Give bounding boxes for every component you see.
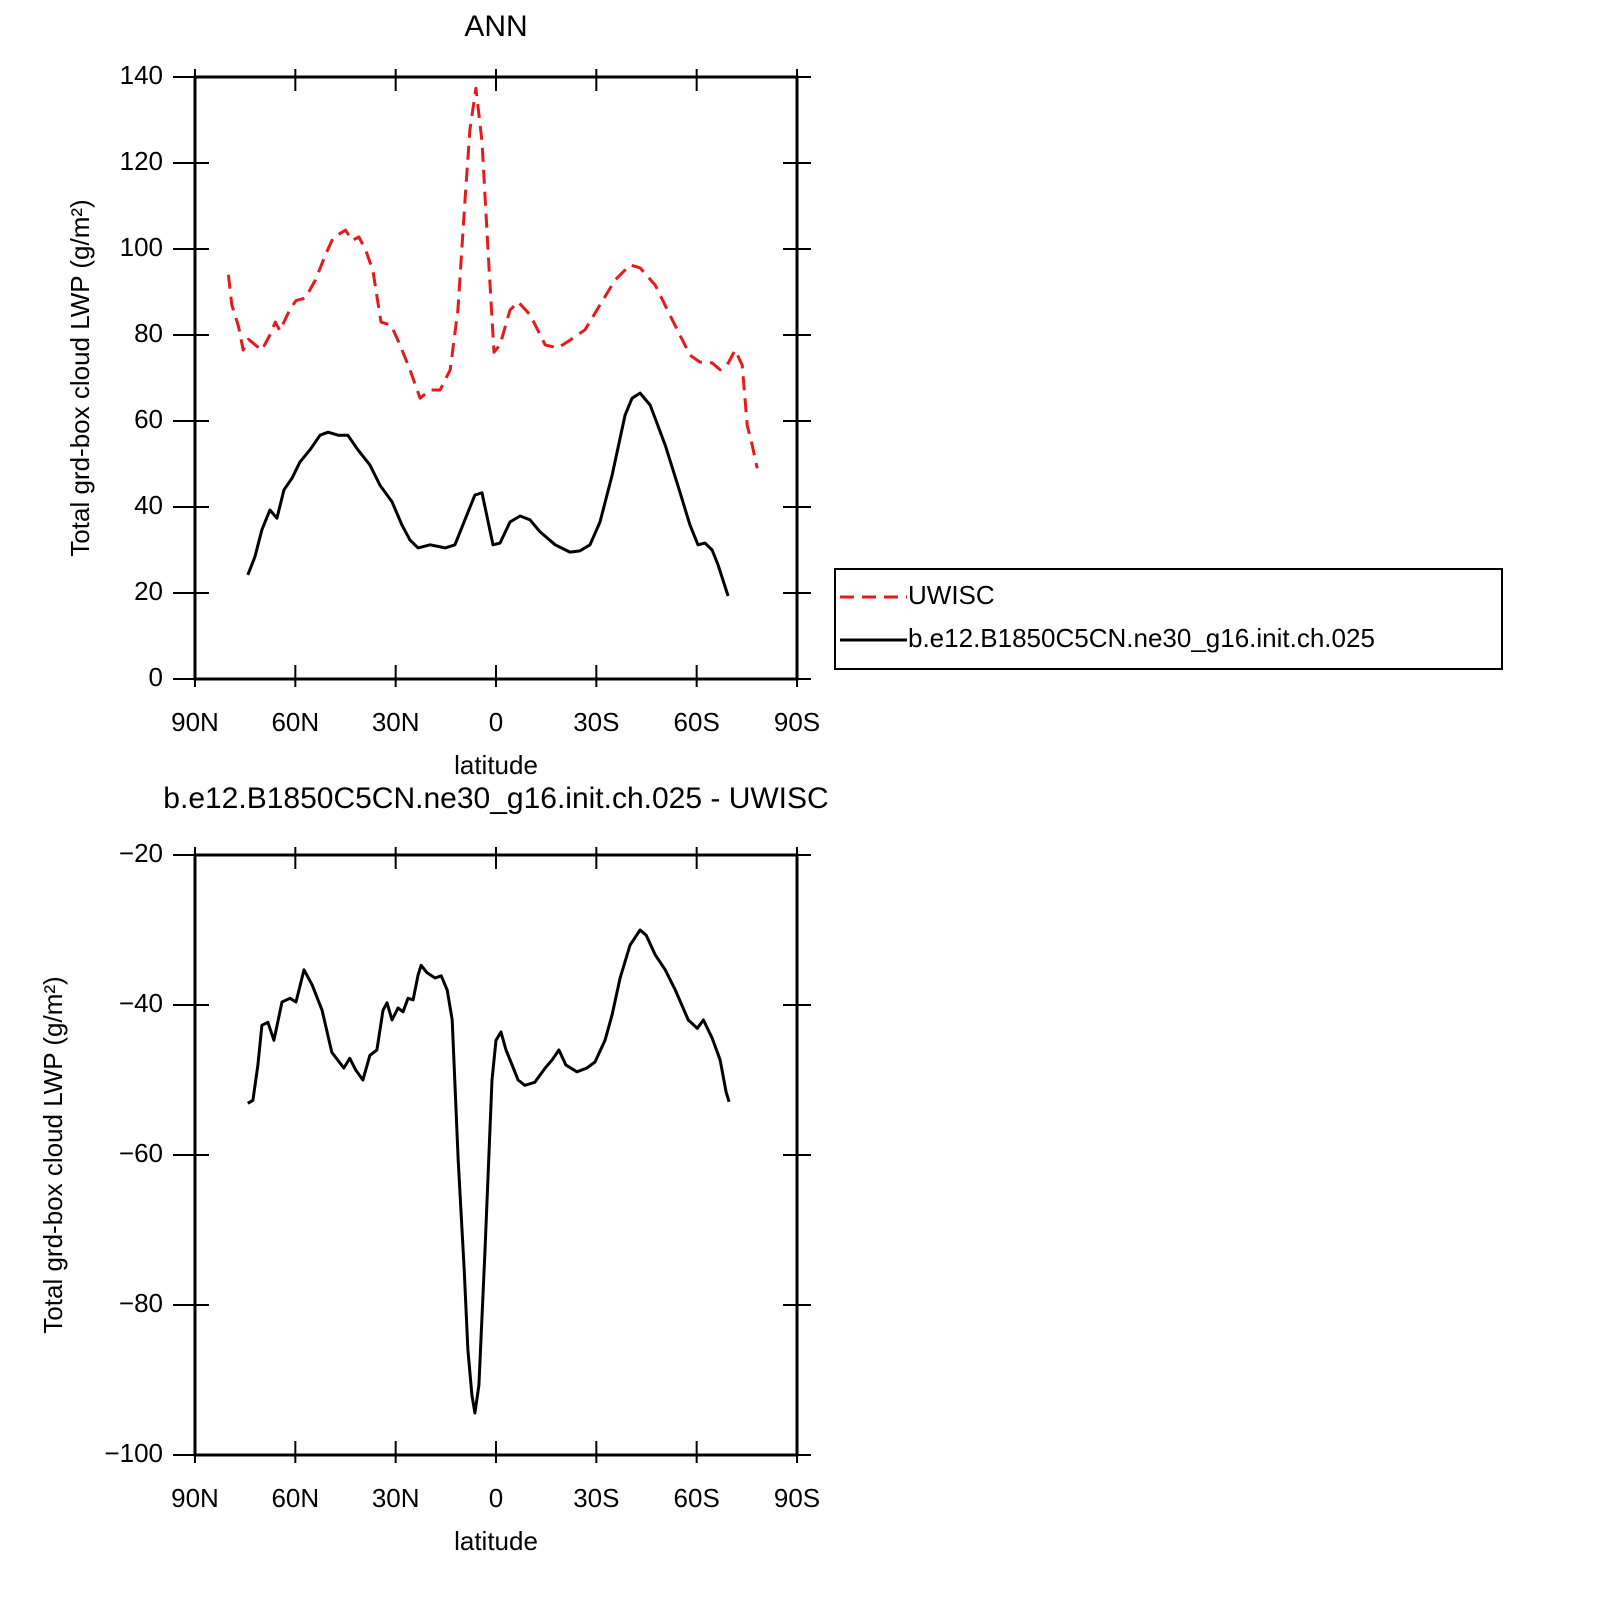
x-tick-label: 0 [489,1483,503,1513]
x-tick-label: 30N [372,707,420,737]
y-tick-label: 120 [120,146,163,176]
chart-title: ANN [464,10,527,43]
y-tick-label: 100 [120,232,163,262]
y-tick-label: 40 [134,490,163,520]
y-tick-label: −100 [104,1438,163,1468]
x-tick-label: 30N [372,1483,420,1513]
y-tick-label: 60 [134,404,163,434]
y-tick-label: −60 [119,1138,163,1168]
x-tick-label: 90N [171,707,219,737]
plot-frame [193,75,799,681]
x-tick-label: 90S [774,1483,820,1513]
legend-label: b.e12.B1850C5CN.ne30_g16.init.ch.025 [908,623,1375,653]
x-tick-label: 60N [271,707,319,737]
data-line [226,86,759,469]
data-line [247,928,731,1415]
x-tick-label: 60S [674,1483,720,1513]
x-axis-label: latitude [454,750,538,780]
chart-title: b.e12.B1850C5CN.ne30_g16.init.ch.025 - U… [163,782,828,815]
x-tick-label: 30S [573,707,619,737]
x-tick-label: 90S [774,707,820,737]
x-axis-label: latitude [454,1526,538,1556]
y-tick-label: 20 [134,576,163,606]
y-tick-label: 0 [149,662,163,692]
y-tick-label: −40 [119,988,163,1018]
y-tick-label: −80 [119,1288,163,1318]
x-tick-label: 0 [489,707,503,737]
y-tick-label: −20 [119,838,163,868]
y-tick-label: 140 [120,60,163,90]
y-axis-label: Total grd-box cloud LWP (g/m²) [65,199,95,556]
y-axis-label: Total grd-box cloud LWP (g/m²) [38,976,68,1333]
x-tick-label: 30S [573,1483,619,1513]
x-tick-label: 60N [271,1483,319,1513]
legend-box [834,568,1503,670]
y-tick-label: 80 [134,318,163,348]
legend-label: UWISC [908,580,995,610]
data-line [246,391,730,597]
x-tick-label: 60S [674,707,720,737]
x-tick-label: 90N [171,1483,219,1513]
plot-frame [193,853,799,1457]
